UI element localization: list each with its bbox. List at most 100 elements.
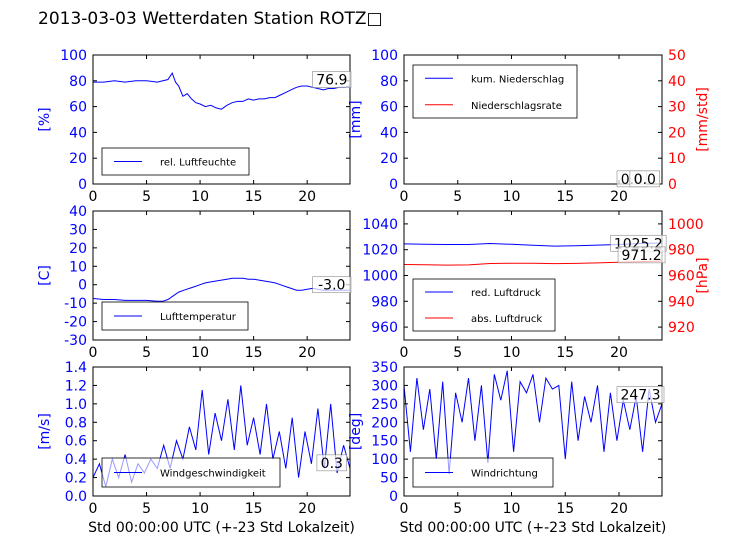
y-tick-label-right: 0 (668, 177, 677, 193)
value-annotation: 0.3 (321, 456, 343, 472)
x-tick-label: 10 (503, 345, 521, 361)
plot-frame (92, 210, 351, 341)
legend: red. Luftdruck abs. Luftdruck (412, 278, 556, 332)
y-tick-label: 1.4 (65, 360, 87, 376)
legend-entry: red. Luftdruck (471, 288, 541, 299)
y-tick-label: 0.0 (65, 489, 87, 505)
x-tick-label: 15 (556, 345, 574, 361)
annotation-box (316, 454, 347, 472)
y-tick-label: 30 (69, 222, 87, 238)
legend: Lufttemperatur (101, 301, 249, 331)
series-line-1 (93, 277, 350, 302)
legend-entry: abs. Luftdruck (471, 314, 542, 325)
y-tick-label: 100 (60, 48, 87, 64)
x-tick-label: 10 (191, 345, 209, 361)
y-tick-label: 150 (371, 434, 398, 450)
x-tick-label: 10 (191, 189, 209, 205)
x-tick-label: 5 (142, 501, 151, 517)
x-tick-label: 20 (298, 189, 316, 205)
y-axis-label: [deg] (348, 413, 364, 450)
value-annotation: 0.0 (634, 172, 656, 188)
y-tick-label: -20 (64, 315, 87, 331)
y-tick-label: 1020 (362, 243, 398, 259)
legend-box (412, 278, 556, 332)
x-tick-label: 0 (89, 189, 98, 205)
series-line-1 (404, 370, 662, 474)
y-tick-label: 0 (78, 177, 87, 193)
windspeed-panel: 0 5 10 15 20 0.0 0.2 0.4 0.6 0.8 1.0 1.2 1.4 [m/s] Std… (37, 360, 355, 536)
y-tick-label: 0.8 (65, 415, 87, 431)
x-tick-label: 0 (89, 501, 98, 517)
legend: Windrichtung (412, 457, 554, 488)
annotation-box (616, 386, 665, 403)
x-tick-label: 5 (142, 189, 151, 205)
legend-entry: kum. Niederschlag (471, 74, 564, 85)
legend-entry: Lufttemperatur (160, 312, 237, 323)
y-tick-label: -30 (64, 333, 87, 349)
plot-frame (403, 54, 663, 185)
legend-box (412, 64, 578, 119)
y-tick-label: 1040 (362, 217, 398, 233)
legend-entry: rel. Luftfeuchte (160, 158, 236, 169)
y-tick-label: 40 (69, 204, 87, 220)
y-tick-label: 980 (371, 294, 398, 310)
y-tick-label: 40 (380, 125, 398, 141)
y-tick-label: 20 (69, 241, 87, 257)
y-tick-label: 300 (371, 378, 398, 394)
legend: Windgeschwindigkeit (101, 457, 281, 488)
precipitation-panel: 0 5 10 15 20 0 20 40 60 80 100 0 10 20 30 40 50 [mm] [mm/s… (348, 48, 711, 205)
y-tick-label-right: 1000 (668, 217, 704, 233)
value-annotation: 247.3 (620, 388, 660, 404)
x-tick-label: 0 (400, 189, 409, 205)
y-tick-label: 0.6 (65, 434, 87, 450)
plot-frame (92, 54, 351, 185)
plot-area (404, 370, 662, 474)
x-tick-label: 15 (245, 345, 263, 361)
pressure-panel: 0 5 10 15 20 960 980 1000 1020 1040 920 940 960 980 10… (362, 210, 711, 361)
chart-title: 2013-03-03 Wetterdaten Station ROTZ□ (38, 9, 383, 29)
y-tick-label: 1.0 (65, 397, 87, 413)
y-tick-label-right: 40 (668, 74, 686, 90)
y-tick-label: 100 (371, 452, 398, 468)
x-tick-label: 20 (610, 345, 628, 361)
y-tick-label: 100 (371, 48, 398, 64)
annotation-box (312, 71, 352, 88)
plot-frame (92, 366, 351, 497)
y-tick-label: 50 (380, 471, 398, 487)
series-line-1 (93, 71, 350, 110)
value-annotation: -3.0 (318, 278, 345, 294)
y-tick-label-right: 980 (668, 243, 695, 259)
y-tick-label: 1.2 (65, 378, 87, 394)
temperature-panel: 0 5 10 15 20 -30 -20 -10 0 10 20 30 40 [C] Lufttempera… (37, 204, 352, 361)
y-axis-label: [%] (37, 107, 53, 131)
y-tick-label-right: 20 (668, 125, 686, 141)
x-tick-label: 10 (503, 189, 521, 205)
annotation-box (629, 170, 661, 188)
x-tick-label: 20 (610, 189, 628, 205)
y-axis-label-right: [hPa] (695, 257, 711, 293)
x-tick-label: 0 (400, 501, 409, 517)
y-axis-label-right: [mm/std] (695, 87, 711, 152)
y-tick-label-right: 940 (668, 294, 695, 310)
x-tick-label: 15 (556, 501, 574, 517)
y-axis-label: [C] (37, 265, 53, 286)
x-axis-label: Std 00:00:00 UTC (+-23 Std Lokalzeit) (88, 520, 355, 536)
x-tick-label: 5 (453, 189, 462, 205)
legend-entry: Windrichtung (471, 469, 538, 480)
x-tick-label: 20 (610, 501, 628, 517)
legend: rel. Luftfeuchte (101, 147, 250, 176)
y-tick-label: 60 (380, 100, 398, 116)
x-tick-label: 10 (503, 501, 521, 517)
value-annotation: 76.9 (316, 73, 347, 89)
y-tick-label: 0 (78, 278, 87, 294)
y-tick-label-right: 30 (668, 100, 686, 116)
x-tick-label: 5 (142, 345, 151, 361)
y-tick-label: 0 (389, 177, 398, 193)
x-tick-label: 5 (453, 345, 462, 361)
x-axis-label: Std 00:00:00 UTC (+-23 Std Lokalzeit) (400, 520, 667, 536)
x-tick-label: 10 (191, 501, 209, 517)
y-tick-label: 350 (371, 360, 398, 376)
legend-entry: Niederschlagsrate (471, 101, 562, 112)
y-tick-label: 20 (69, 151, 87, 167)
